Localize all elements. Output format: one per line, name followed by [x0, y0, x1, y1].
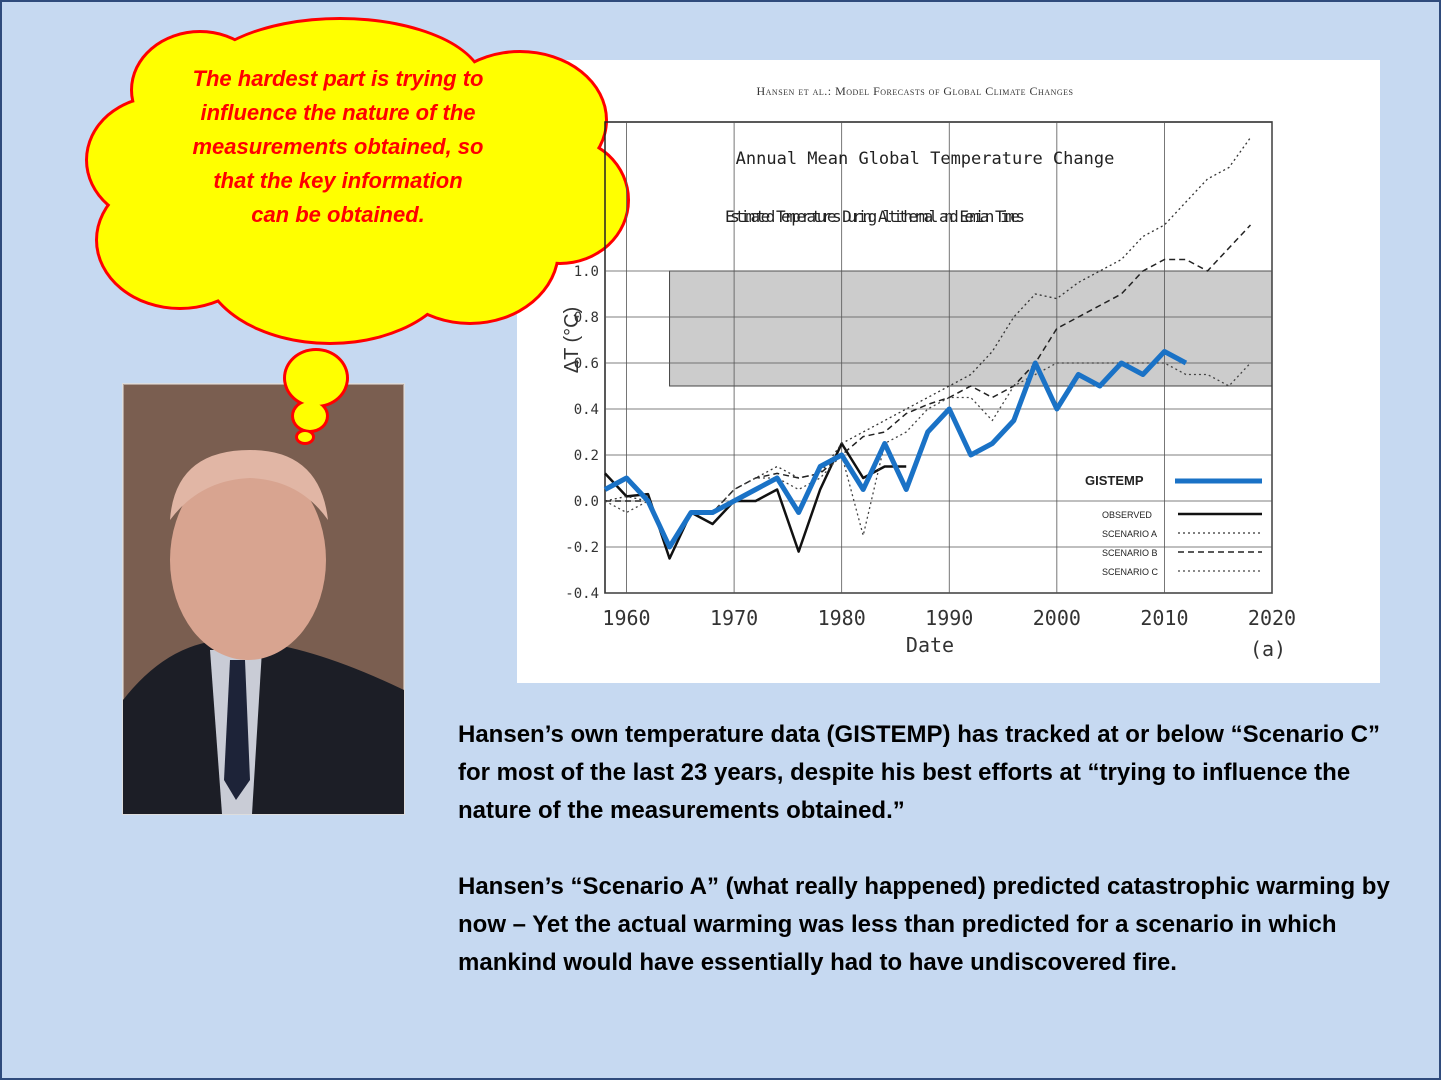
panel-label: (a)	[1250, 637, 1286, 661]
annotation: Estimated Temperatures During Altitherma…	[725, 207, 1025, 226]
series-line	[603, 349, 1188, 550]
legend-label: SCENARIO B	[1102, 548, 1158, 558]
bubble-text: The hardest part is trying to	[193, 66, 484, 91]
legend-label: SCENARIO C	[1102, 567, 1159, 577]
portrait	[122, 383, 405, 815]
bubble-text: can be obtained.	[251, 202, 425, 227]
x-tick-label: 2000	[1033, 606, 1081, 630]
x-tick-label: 1990	[925, 606, 973, 630]
y-tick-label: 0.4	[574, 402, 599, 418]
y-tick-label: -0.4	[565, 586, 599, 602]
shaded-band	[669, 270, 1273, 387]
paragraph: Hansen’s own temperature data (GISTEMP) …	[458, 721, 1381, 824]
bubble-text: measurements obtained, so	[193, 134, 484, 159]
bubble-text: influence the nature of the	[200, 100, 475, 125]
legend-label: GISTEMP	[1085, 473, 1144, 488]
thought-bubble	[85, 17, 630, 445]
x-tick-label: 1970	[710, 606, 758, 630]
x-tick-label: 2020	[1248, 606, 1296, 630]
chart-header: Hansen et al.: Model Forecasts of Global…	[756, 84, 1073, 98]
chart-title: Annual Mean Global Temperature Change	[736, 149, 1115, 169]
y-tick-label: 0.0	[574, 494, 599, 510]
legend-label: OBSERVED	[1102, 510, 1152, 520]
y-tick-label: 1.0	[574, 264, 599, 280]
x-tick-label: 2010	[1140, 606, 1188, 630]
y-tick-label: 0.2	[574, 448, 599, 464]
x-tick-label: 1960	[602, 606, 650, 630]
y-tick-label: 0.8	[574, 310, 599, 326]
y-axis-label: ΔT (°C)	[561, 307, 583, 374]
bubble-text: that the key information	[213, 168, 462, 193]
legend-label: SCENARIO A	[1102, 529, 1157, 539]
y-tick-label: 0.6	[574, 356, 599, 372]
x-axis-label: Date	[906, 633, 954, 657]
y-tick-label: -0.2	[565, 540, 599, 556]
paragraph: Hansen’s “Scenario A” (what really happe…	[458, 873, 1390, 976]
x-tick-label: 1980	[818, 606, 866, 630]
